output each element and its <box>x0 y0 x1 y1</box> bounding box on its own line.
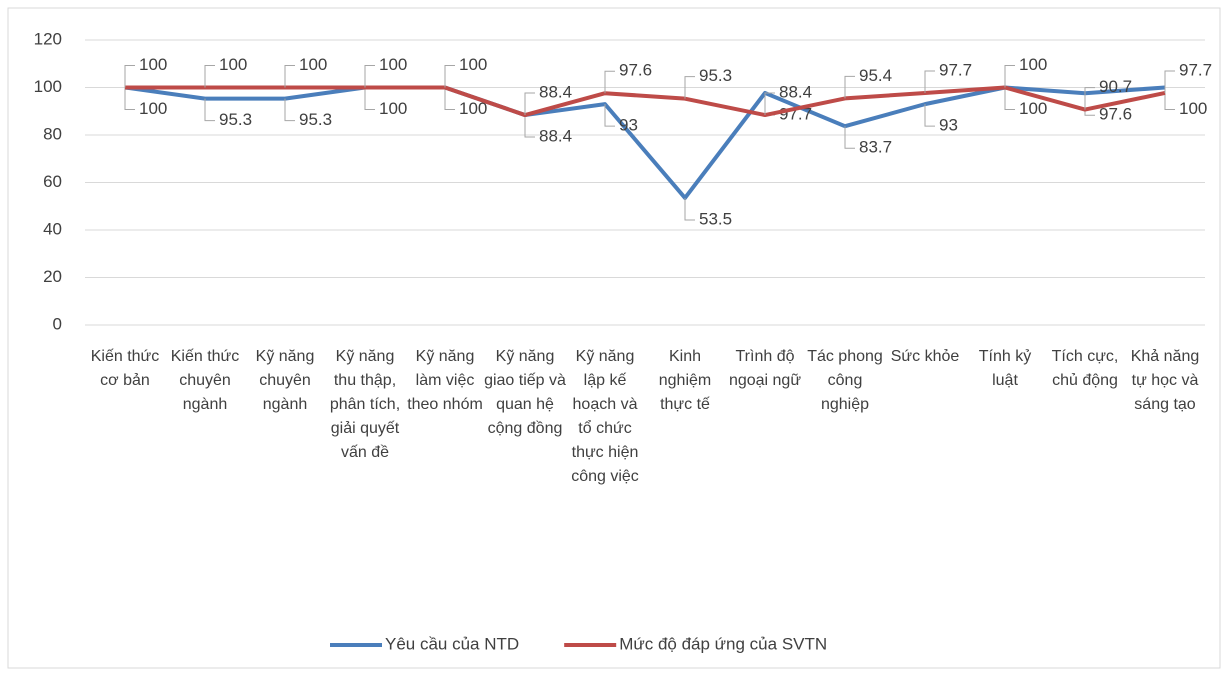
label-leader <box>604 104 615 127</box>
label-leader <box>364 65 375 88</box>
label-leader <box>684 197 695 221</box>
data-label: 88.4 <box>539 127 572 146</box>
x-tick-label: Kỹ năng chuyên ngành <box>255 348 315 413</box>
data-label: 83.7 <box>859 138 892 157</box>
legend-label: Mức độ đáp ứng của SVTN <box>619 634 827 653</box>
x-tick-label: Kỹ năng giao tiếp và quan hệ cộng đồng <box>484 348 566 437</box>
data-label: 100 <box>379 99 407 118</box>
y-tick-label: 60 <box>43 172 62 191</box>
data-label: 100 <box>379 55 407 74</box>
data-label: 93 <box>619 116 638 135</box>
x-tick-label: Sức khỏe <box>890 348 960 365</box>
x-tick-label: Kinh nghiệm thực tế <box>658 348 712 413</box>
x-tick-label: Kiến thức cơ bản <box>90 348 160 389</box>
label-leader <box>444 87 455 110</box>
x-tick-label: Kỹ năng thu thập, phân tích, giải quyết … <box>329 348 401 461</box>
chart-border <box>7 7 1221 669</box>
label-leader <box>1084 87 1095 110</box>
x-tick-label: Tích cực, chủ động <box>1051 348 1119 389</box>
label-leader <box>524 92 535 116</box>
data-label: 100 <box>299 55 327 74</box>
data-label: 97.6 <box>1099 105 1132 124</box>
label-leader <box>124 87 135 110</box>
label-leader <box>604 70 615 94</box>
data-label: 100 <box>459 55 487 74</box>
x-tick-label: Trình độ ngoại ngữ <box>728 348 802 389</box>
data-label: 53.5 <box>699 209 732 228</box>
label-leader <box>1004 65 1015 88</box>
x-tick-label: Khả năng tự học và sáng tạo <box>1130 348 1200 413</box>
y-tick-label: 40 <box>43 219 62 238</box>
x-tick-label: Kỹ năng lập kế hoạch và tổ chức thực hiệ… <box>571 348 639 485</box>
label-leader <box>364 87 375 110</box>
x-tick-label: Kỹ năng làm việc theo nhóm <box>407 348 483 413</box>
label-leader <box>284 65 295 88</box>
x-tick-label: Kiến thức chuyên ngành <box>170 348 240 413</box>
label-leader <box>764 92 775 116</box>
label-leader <box>1164 70 1175 93</box>
data-label: 95.3 <box>699 66 732 85</box>
label-leader <box>844 75 855 99</box>
label-leader <box>204 65 215 88</box>
label-leader <box>684 76 695 99</box>
data-label: 100 <box>1179 99 1207 118</box>
data-label: 88.4 <box>779 83 812 102</box>
y-tick-label: 0 <box>53 314 62 333</box>
data-label: 90.7 <box>1099 77 1132 96</box>
data-label: 95.3 <box>299 110 332 129</box>
y-tick-label: 80 <box>43 124 62 143</box>
data-label: 100 <box>139 99 167 118</box>
data-label: 97.7 <box>1179 60 1212 79</box>
y-tick-label: 100 <box>34 77 62 96</box>
label-leader <box>124 65 135 88</box>
x-tick-label: Tính kỷ luật <box>978 348 1032 389</box>
data-label: 95.4 <box>859 66 892 85</box>
series-line <box>125 85 1166 118</box>
data-label: 100 <box>139 55 167 74</box>
data-label: 100 <box>459 99 487 118</box>
data-label: 100 <box>1019 99 1047 118</box>
data-label: 88.4 <box>539 83 572 102</box>
data-label: 100 <box>1019 55 1047 74</box>
label-leader <box>924 104 935 127</box>
x-tick-label: Tác phong công nghiệp <box>807 348 883 413</box>
data-label: 97.6 <box>619 61 652 80</box>
label-leader <box>844 126 855 149</box>
data-label: 93 <box>939 116 958 135</box>
data-label: 97.7 <box>939 60 972 79</box>
label-leader <box>524 115 535 138</box>
label-leader <box>1004 87 1015 110</box>
y-tick-label: 120 <box>34 29 62 48</box>
label-leader <box>924 70 935 93</box>
y-tick-label: 20 <box>43 267 62 286</box>
label-leader <box>284 98 295 122</box>
data-label: 100 <box>219 55 247 74</box>
label-leader <box>444 65 455 88</box>
data-label: 95.3 <box>219 110 252 129</box>
legend-label: Yêu cầu của NTD <box>385 634 519 653</box>
label-leader <box>204 98 215 122</box>
